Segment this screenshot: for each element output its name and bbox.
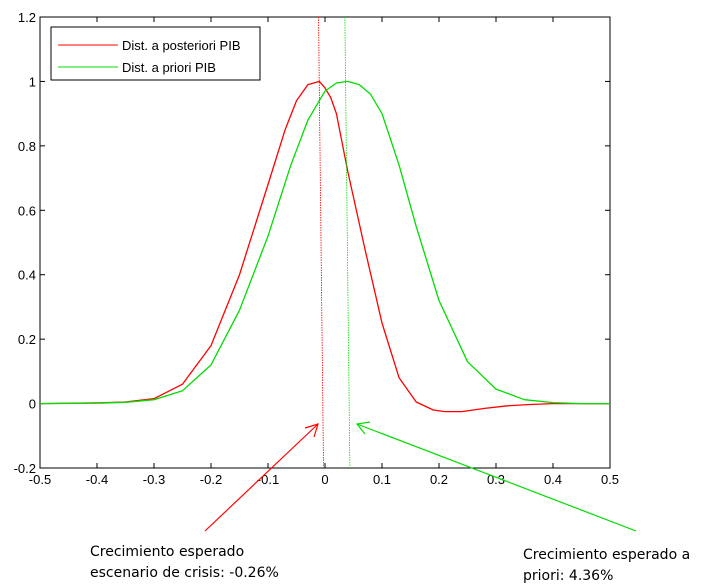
ticks-layer: -0.5 -0.4 -0.3 -0.2 -0.1 0 0.1 0.2 0.3 0.4 0.5-0.2…: [14, 10, 619, 487]
legend-label-prior: Dist. a priori PIB: [122, 60, 216, 75]
legend-label-posterior: Dist. a posteriori PIB: [122, 38, 241, 53]
x-tick-label: -0.2: [200, 472, 222, 487]
x-tick-label: 0.5: [601, 472, 619, 487]
arrow-prior: [356, 423, 637, 532]
reference-line-prior: [344, 16, 351, 469]
x-tick-label: 0.1: [373, 472, 391, 487]
annotation-posterior: Crecimiento esperado escenario de crisis…: [90, 544, 279, 581]
y-tick-label: 0: [29, 397, 36, 412]
lines-layer: [39, 80, 610, 413]
annotation-prior: Crecimiento esperado a priori: 4.36%: [523, 547, 691, 584]
x-tick-label: 0.4: [544, 472, 562, 487]
annotation-arrows: [204, 421, 637, 532]
x-tick-label: -0.5: [29, 472, 51, 487]
reference-lines-layer: [318, 16, 351, 469]
y-tick-label: 0.4: [18, 268, 36, 283]
y-tick-label: 0.8: [18, 139, 36, 154]
legend-box: [50, 26, 261, 81]
arrow-posterior-head: [304, 423, 319, 438]
x-tick-label: -0.3: [143, 472, 165, 487]
x-tick-label: 0.2: [430, 472, 448, 487]
series-line-prior: [39, 80, 610, 405]
y-tick-label: -0.2: [14, 461, 36, 476]
y-tick-label: 1: [29, 74, 36, 89]
arrow-prior-head: [355, 421, 371, 435]
arrow-posterior: [204, 423, 319, 532]
y-tick-label: 0.2: [18, 332, 36, 347]
x-tick-label: -0.4: [86, 472, 108, 487]
reference-line-posterior: [318, 16, 324, 469]
series-line-posterior: [39, 80, 610, 413]
legend: Dist. a posteriori PIB Dist. a priori PI…: [50, 26, 261, 81]
y-tick-label: 0.6: [18, 203, 36, 218]
x-tick-label: 0: [321, 472, 328, 487]
y-tick-label: 1.2: [18, 10, 36, 25]
x-tick-label: -0.1: [257, 472, 279, 487]
